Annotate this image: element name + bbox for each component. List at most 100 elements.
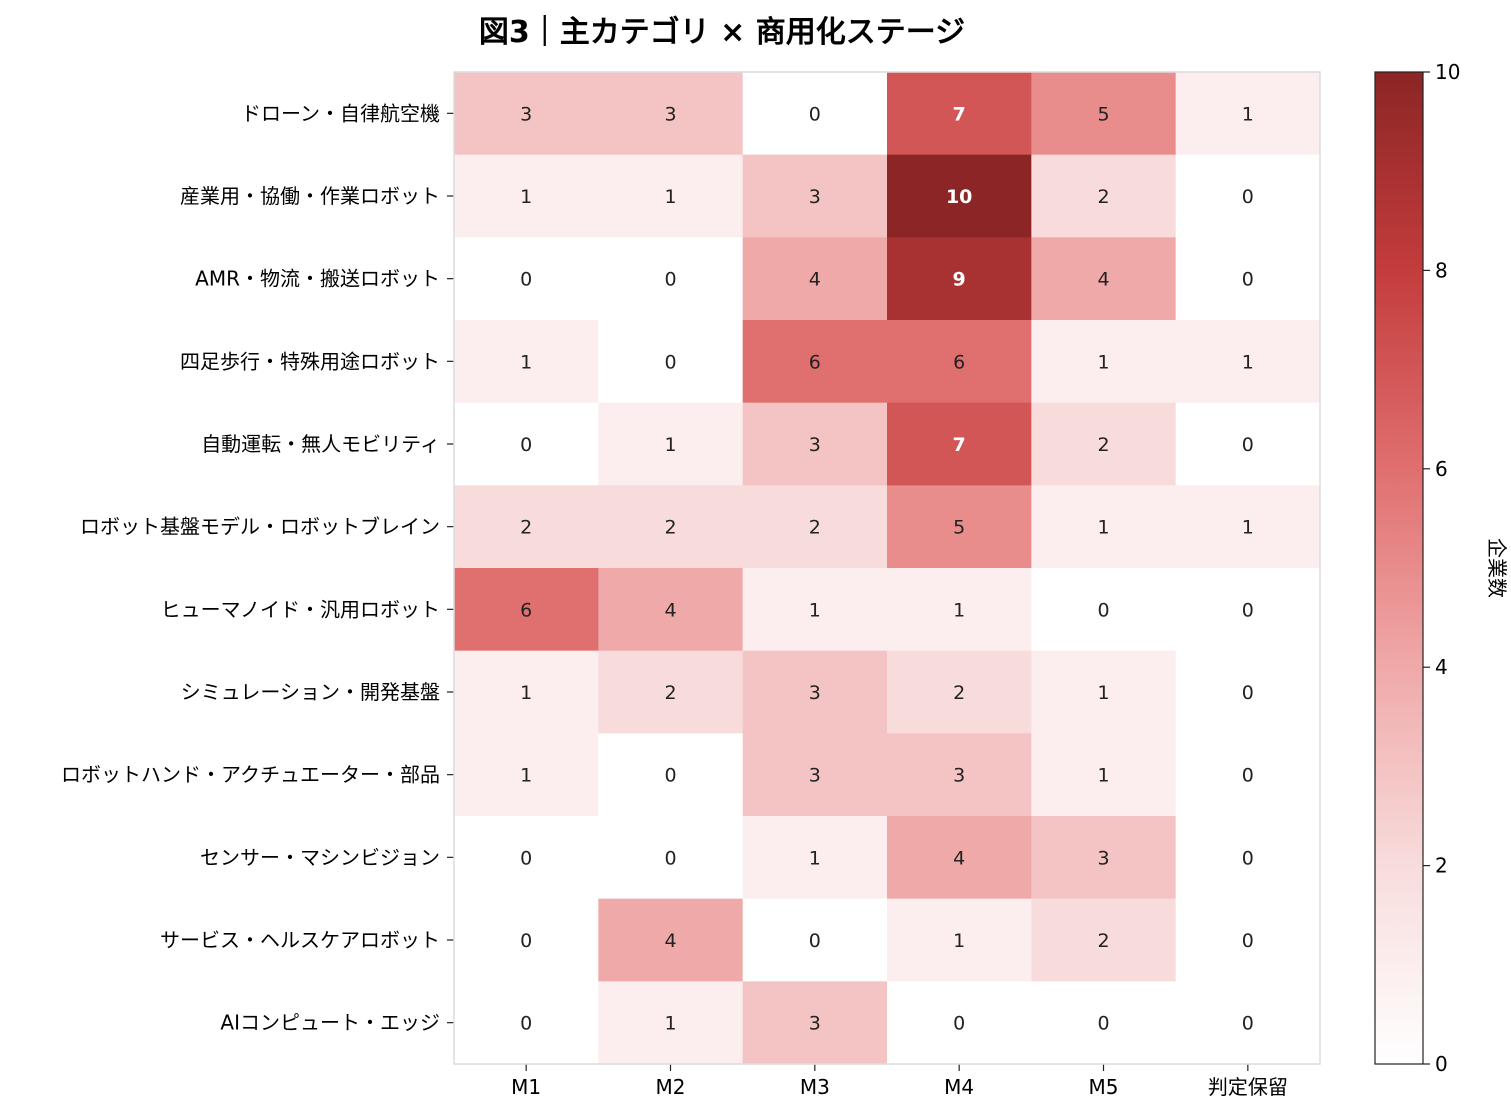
row-label: ロボットハンド・アクチュエーター・部品	[61, 763, 440, 787]
cell-value-label: 1	[520, 682, 532, 704]
heatmap-cell	[1031, 981, 1177, 1065]
cell-value-label: 2	[1097, 434, 1109, 456]
heatmap-cell	[1031, 816, 1177, 900]
row-label: サービス・ヘルスケアロボット	[160, 928, 440, 952]
cell-value-label: 4	[1097, 269, 1109, 291]
heatmap-cell	[1031, 485, 1177, 569]
colorbar-label: 企業数	[1485, 538, 1509, 598]
heatmap-cell	[887, 650, 1032, 734]
heatmap-cell	[1031, 320, 1177, 404]
heatmap-cell	[1031, 154, 1177, 238]
colorbar-ticks: 0 2 4 6 8 10	[1423, 60, 1460, 1076]
heatmap-cell	[454, 237, 599, 321]
chart-title: 図3｜主カテゴリ × 商用化ステージ	[479, 15, 965, 50]
heatmap-cell	[1175, 816, 1321, 900]
cell-value-label: 1	[1097, 351, 1109, 373]
heatmap-cell	[742, 816, 888, 900]
cell-value-label: 1	[664, 434, 676, 456]
heatmap-cell	[1175, 402, 1321, 486]
cell-value-label: 0	[520, 930, 532, 952]
heatmap-cell	[454, 650, 599, 734]
heatmap-cell	[598, 485, 744, 569]
heatmap-cell	[454, 898, 599, 982]
heatmap-cell	[742, 898, 888, 982]
colorbar-tick-label: 4	[1435, 655, 1448, 679]
cell-value-label: 0	[1242, 682, 1254, 704]
cell-value-label: 0	[1242, 847, 1254, 869]
heatmap-cell	[598, 733, 744, 817]
cell-value-label: 0	[520, 269, 532, 291]
heatmap-cell	[454, 154, 599, 238]
heatmap-cell	[742, 320, 888, 404]
column-label: M4	[944, 1075, 974, 1099]
heatmap-cell	[887, 320, 1032, 404]
heatmap-cell	[454, 402, 599, 486]
heatmap-cell	[742, 237, 888, 321]
heatmap-cell	[598, 898, 744, 982]
heatmap-cell	[1175, 154, 1321, 238]
heatmap-cell	[598, 650, 744, 734]
cell-value-label: 2	[664, 682, 676, 704]
cell-value-label: 0	[809, 103, 821, 125]
heatmap-cell	[1031, 72, 1177, 156]
column-labels: M1 M2 M3 M4 M5 判定保留	[511, 1064, 1288, 1099]
colorbar-tick-label: 0	[1435, 1052, 1448, 1076]
cell-value-label: 1	[1242, 517, 1254, 539]
column-label: M2	[656, 1075, 686, 1099]
cell-value-label: 0	[953, 1013, 965, 1035]
heatmap-cell	[887, 568, 1032, 652]
heatmap-cell	[1031, 237, 1177, 321]
heatmap-cell	[1175, 568, 1321, 652]
cell-value-label: 4	[664, 930, 676, 952]
cell-value-label: 2	[664, 517, 676, 539]
heatmap-cell	[742, 72, 888, 156]
heatmap-cell	[887, 981, 1032, 1065]
row-label: ドローン・自律航空機	[241, 101, 440, 125]
column-label: 判定保留	[1208, 1075, 1288, 1099]
heatmap-cell	[454, 733, 599, 817]
cell-value-label: 4	[953, 847, 965, 869]
heatmap-cell	[1175, 72, 1321, 156]
cell-value-label: 0	[520, 434, 532, 456]
heatmap-cell	[887, 733, 1032, 817]
cell-value-label: 0	[1242, 930, 1254, 952]
cell-value-label: 3	[809, 682, 821, 704]
cell-value-label: 2	[1097, 186, 1109, 208]
cell-value-label: 1	[664, 186, 676, 208]
cell-value-label: 9	[953, 269, 966, 291]
cell-value-label: 4	[809, 269, 821, 291]
row-label: 自動運転・無人モビリティ	[201, 432, 440, 456]
cell-value-label: 3	[953, 765, 965, 787]
heatmap-cell	[1175, 485, 1321, 569]
cell-value-label: 1	[953, 599, 965, 621]
heatmap-cell	[598, 981, 744, 1065]
heatmap-cell	[742, 981, 888, 1065]
colorbar-tick-label: 10	[1435, 60, 1460, 84]
heatmap-cell	[742, 568, 888, 652]
cell-value-label: 1	[520, 351, 532, 373]
row-label: AIコンピュート・エッジ	[220, 1011, 440, 1035]
cell-value-label: 0	[664, 847, 676, 869]
heatmap-cell	[1175, 650, 1321, 734]
row-label: 四足歩行・特殊用途ロボット	[180, 349, 440, 373]
cell-value-label: 2	[953, 682, 965, 704]
column-label: M1	[511, 1075, 541, 1099]
column-label: M5	[1089, 1075, 1119, 1099]
heatmap-cell	[598, 154, 744, 238]
heatmap-cell	[887, 816, 1032, 900]
cell-value-label: 0	[1242, 765, 1254, 787]
heatmap-cell	[742, 402, 888, 486]
cell-value-label: 1	[1097, 765, 1109, 787]
row-label: ヒューマノイド・汎用ロボット	[161, 597, 440, 621]
cell-value-label: 6	[520, 599, 532, 621]
heatmap-cell	[1175, 981, 1321, 1065]
heatmap-cell	[1031, 650, 1177, 734]
cell-value-label: 3	[809, 765, 821, 787]
heatmap-cell	[1175, 898, 1321, 982]
column-label: M3	[800, 1075, 830, 1099]
heatmap-cell	[454, 72, 599, 156]
heatmap-cell	[454, 816, 599, 900]
cell-value-label: 0	[1242, 599, 1254, 621]
cell-value-label: 2	[809, 517, 821, 539]
